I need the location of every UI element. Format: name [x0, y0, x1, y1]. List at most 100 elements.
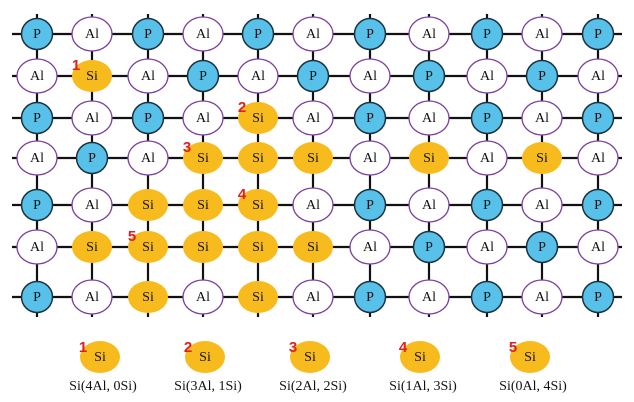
atom-p [353, 188, 387, 222]
atom-p [581, 101, 615, 135]
legend-label: Si [94, 350, 106, 365]
legend-si [400, 341, 440, 373]
atom-label: Si [142, 198, 154, 213]
legend-caption: Si(4Al, 0Si) [69, 379, 137, 394]
atom-label: P [594, 290, 602, 305]
atom-label: Si [252, 198, 264, 213]
atom-si [293, 231, 333, 263]
atom-label: P [144, 27, 152, 42]
legend-si [185, 341, 225, 373]
legend-number: 3 [289, 339, 297, 356]
atom-si [293, 142, 333, 174]
atom-p [470, 101, 504, 135]
legend-caption: Si(0Al, 4Si) [499, 379, 567, 394]
atom-al [71, 279, 113, 315]
atom-label: Si [142, 240, 154, 255]
atom-p [296, 59, 330, 93]
atom-p [412, 230, 446, 264]
atom-label: Si [423, 151, 435, 166]
atom-p [353, 101, 387, 135]
atom-label: Al [363, 151, 377, 166]
legend-label: Si [414, 350, 426, 365]
atom-label: P [366, 27, 374, 42]
atom-al [577, 140, 619, 176]
atom-label: Si [307, 151, 319, 166]
legend-label: Si [524, 350, 536, 365]
atom-al [292, 187, 334, 223]
atom-al [521, 16, 563, 52]
atom-p [353, 17, 387, 51]
legend-number: 5 [509, 339, 517, 356]
atom-label: Si [536, 151, 548, 166]
atom-al [408, 187, 450, 223]
atom-label: Al [535, 198, 549, 213]
atom-al [521, 100, 563, 136]
atom-p [131, 101, 165, 135]
atom-si [238, 102, 278, 134]
atom-label: P [594, 27, 602, 42]
site-number: 5 [128, 228, 136, 245]
atom-label: Al [591, 69, 605, 84]
site-number: 3 [183, 139, 191, 156]
atom-al [182, 16, 224, 52]
legend-si [290, 341, 330, 373]
atom-label: Al [535, 290, 549, 305]
legend-label: Si [199, 350, 211, 365]
site-number: 4 [238, 186, 247, 203]
atom-label: Al [306, 27, 320, 42]
atom-si [409, 142, 449, 174]
atom-label: P [425, 240, 433, 255]
atom-label: Si [142, 290, 154, 305]
legend-number: 2 [184, 339, 192, 356]
atom-label: Si [252, 290, 264, 305]
atom-label: Al [363, 69, 377, 84]
atom-label: P [199, 69, 207, 84]
atom-label: Al [30, 151, 44, 166]
atom-p [20, 280, 54, 314]
atom-p [412, 59, 446, 93]
atom-label: Al [85, 111, 99, 126]
atom-label: P [483, 198, 491, 213]
atom-label: P [538, 69, 546, 84]
atom-p [525, 230, 559, 264]
atom-label: Al [591, 151, 605, 166]
atom-label: P [483, 111, 491, 126]
atom-al [292, 16, 334, 52]
atom-p [581, 17, 615, 51]
atom-si [238, 142, 278, 174]
atom-label: P [144, 111, 152, 126]
atom-si [238, 281, 278, 313]
legend-caption: Si(3Al, 1Si) [174, 379, 242, 394]
atom-label: Al [535, 27, 549, 42]
atom-label: P [366, 198, 374, 213]
atom-al [349, 58, 391, 94]
atom-al [349, 229, 391, 265]
atom-si [183, 231, 223, 263]
atom-al [577, 229, 619, 265]
atom-label: Al [306, 198, 320, 213]
atom-p [241, 17, 275, 51]
atom-label: Al [196, 290, 210, 305]
atom-p [525, 59, 559, 93]
atom-si [128, 189, 168, 221]
atom-label: P [88, 151, 96, 166]
atom-p [75, 141, 109, 175]
atom-label: Al [85, 198, 99, 213]
atom-al [182, 100, 224, 136]
atom-label: P [594, 198, 602, 213]
atom-label: P [483, 27, 491, 42]
atom-label: P [425, 69, 433, 84]
atom-si [128, 281, 168, 313]
atom-label: Al [85, 27, 99, 42]
atom-label: Si [197, 151, 209, 166]
atom-label: Al [141, 151, 155, 166]
atom-label: Al [251, 69, 265, 84]
atom-label: Al [422, 290, 436, 305]
atom-label: Al [196, 27, 210, 42]
legend-caption: Si(1Al, 3Si) [389, 379, 457, 394]
atom-si [72, 60, 112, 92]
atom-label: P [33, 27, 41, 42]
atom-label: Al [422, 198, 436, 213]
atom-label: Al [535, 111, 549, 126]
